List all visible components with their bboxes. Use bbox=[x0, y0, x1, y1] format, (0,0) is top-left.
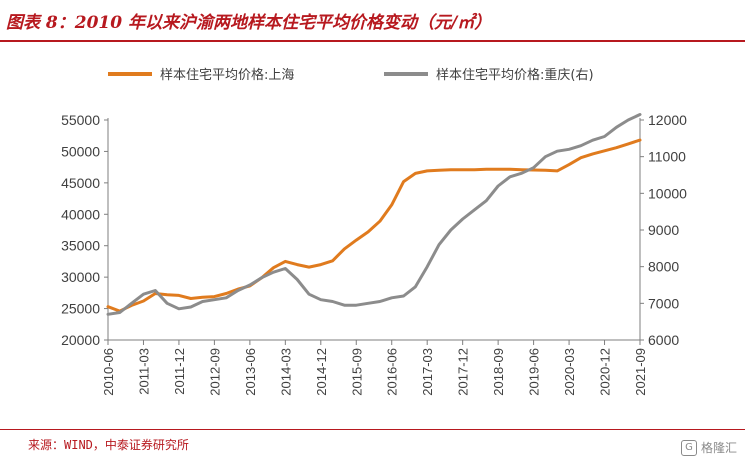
watermark-logo-icon: G bbox=[680, 439, 697, 456]
x-tick-label-7: 2015-09 bbox=[349, 348, 364, 396]
y-tick-label-left-5: 30000 bbox=[61, 269, 100, 285]
legend-swatch-chongqing bbox=[384, 71, 428, 76]
y-tick-label-left-0: 55000 bbox=[61, 112, 100, 128]
x-tick-label-9: 2017-03 bbox=[420, 348, 435, 396]
x-tick-label-4: 2013-06 bbox=[243, 348, 258, 396]
y-tick-label-left-7: 20000 bbox=[61, 332, 100, 348]
legend-label-chongqing: 样本住宅平均价格:重庆(右) bbox=[436, 68, 594, 83]
x-tick-label-15: 2021-09 bbox=[633, 348, 648, 396]
y-tick-label-left-1: 50000 bbox=[61, 143, 100, 159]
legend-label-shanghai: 样本住宅平均价格:上海 bbox=[160, 68, 295, 83]
y-tick-label-right-3: 9000 bbox=[648, 222, 679, 238]
x-tick-label-13: 2020-03 bbox=[562, 348, 577, 396]
legend-item-shanghai: 样本住宅平均价格:上海 bbox=[108, 64, 294, 83]
source-note: 来源：WIND，中泰证券研究所 bbox=[28, 438, 189, 452]
line-chart: 55000 50000 45000 40000 35000 30000 25000 20000… bbox=[61, 112, 687, 396]
y-tick-label-left-3: 40000 bbox=[61, 206, 100, 222]
x-tick-label-2: 2011-12 bbox=[172, 348, 187, 395]
y-tick-label-right-1: 11000 bbox=[648, 149, 686, 165]
series-line-chongqing bbox=[106, 113, 642, 316]
legend-swatch-shanghai bbox=[108, 71, 152, 76]
x-tick-label-14: 2020-12 bbox=[598, 348, 613, 396]
x-tick-label-12: 2019-06 bbox=[527, 348, 542, 396]
y-tick-label-left-6: 25000 bbox=[61, 301, 100, 317]
legend: 样本住宅平均价格:上海 样本住宅平均价格:重庆(右) bbox=[0, 64, 745, 86]
watermark-text: 格隆汇 bbox=[700, 441, 737, 455]
title-divider bbox=[0, 40, 745, 42]
x-tick-label-10: 2017-12 bbox=[456, 348, 471, 396]
y-tick-label-right-4: 8000 bbox=[648, 259, 679, 275]
x-tick-label-1: 2011-03 bbox=[136, 348, 151, 395]
watermark: G 格隆汇 bbox=[680, 439, 737, 456]
y-tick-label-left-2: 45000 bbox=[61, 175, 100, 191]
x-tick-label-0: 2010-06 bbox=[101, 348, 116, 396]
source-divider bbox=[0, 429, 745, 430]
x-tick-label-6: 2014-12 bbox=[314, 348, 329, 396]
y-tick-label-right-2: 10000 bbox=[648, 185, 687, 201]
legend-item-chongqing: 样本住宅平均价格:重庆(右) bbox=[384, 64, 594, 83]
y-tick-label-right-6: 6000 bbox=[648, 332, 679, 348]
chart-title: 图表 8：2010 年以来沪渝两地样本住宅平均价格变动（元/㎡） bbox=[6, 13, 492, 33]
x-tick-label-8: 2016-06 bbox=[385, 348, 400, 396]
x-tick-label-5: 2014-03 bbox=[278, 348, 293, 396]
series-line-shanghai bbox=[106, 138, 642, 313]
y-tick-label-left-4: 35000 bbox=[61, 238, 100, 254]
x-tick-label-11: 2018-09 bbox=[491, 348, 506, 396]
y-tick-label-right-5: 7000 bbox=[648, 295, 679, 311]
y-tick-label-right-0: 12000 bbox=[648, 112, 687, 128]
x-tick-label-3: 2012-09 bbox=[207, 348, 222, 396]
